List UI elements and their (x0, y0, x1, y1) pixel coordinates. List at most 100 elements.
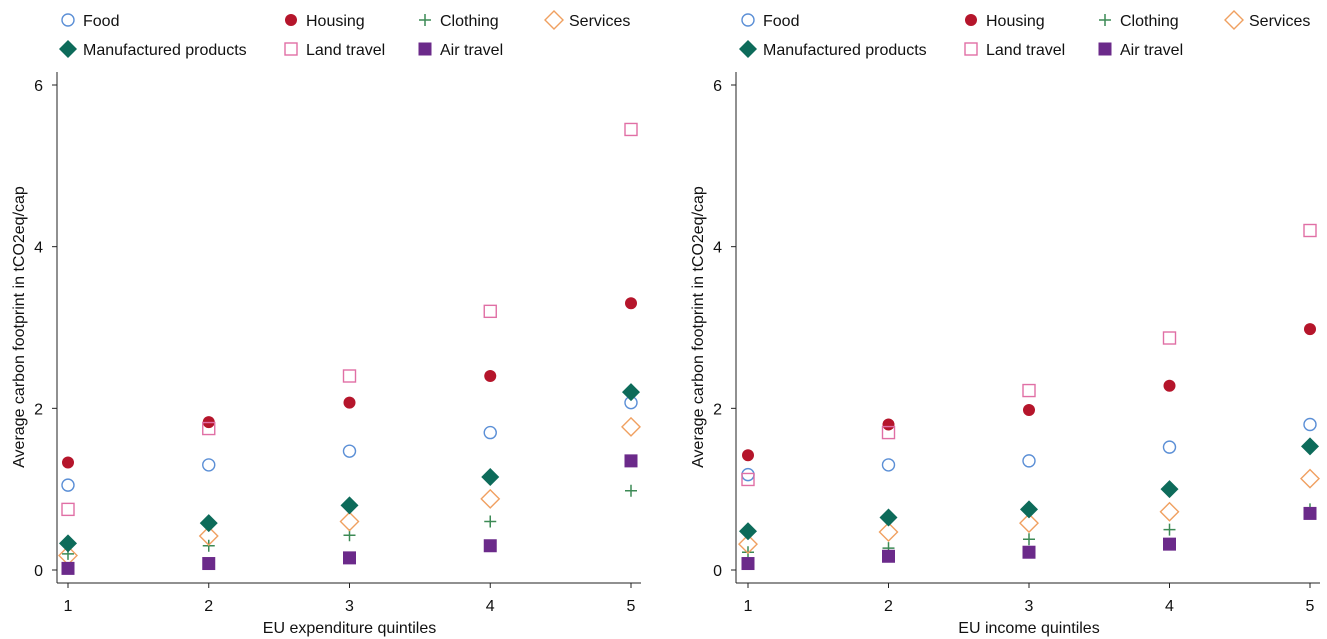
series-manufactured-products (739, 437, 1319, 541)
data-point-manufactured-products (1160, 480, 1179, 499)
data-point-air-travel (1022, 545, 1036, 559)
data-point-food (1303, 417, 1317, 432)
legend-entry-services: Services (544, 10, 630, 30)
data-point-air-travel (202, 557, 216, 571)
data-point-food (483, 425, 497, 440)
series-clothing (62, 484, 637, 560)
y-tick-label: 2 (713, 401, 722, 418)
legend-label-services: Services (1249, 13, 1310, 30)
legend-entry-land-travel: Land travel (964, 42, 1065, 59)
data-point-air-travel (61, 561, 75, 575)
legend-label-housing: Housing (306, 13, 365, 30)
legend-label-clothing: Clothing (1120, 13, 1179, 30)
data-point-manufactured-products (739, 522, 757, 541)
data-point-services (738, 534, 758, 555)
series-manufactured-products (59, 383, 640, 553)
x-axis-title: EU expenditure quintiles (263, 620, 436, 637)
data-point-land-travel (483, 304, 497, 319)
y-tick-label: 4 (713, 240, 722, 257)
legend-marker-food (741, 13, 755, 27)
x-tick-label: 4 (486, 598, 495, 615)
legend-marker-land-travel (964, 42, 978, 56)
data-point-air-travel (483, 539, 497, 553)
x-tick-label: 3 (1025, 598, 1034, 615)
data-point-land-travel (61, 502, 75, 517)
legend-entry-manufactured-products: Manufactured products (739, 40, 927, 59)
data-point-land-travel (1303, 223, 1317, 238)
y-tick-label: 6 (713, 78, 722, 95)
data-point-services (1300, 468, 1320, 489)
data-point-housing (62, 456, 74, 469)
legend-marker-manufactured-products (59, 40, 77, 58)
series-food (61, 395, 638, 492)
data-point-clothing (1023, 533, 1035, 546)
data-point-housing (1163, 379, 1176, 392)
series-housing (62, 297, 637, 469)
data-point-services (621, 416, 641, 437)
data-point-manufactured-products (622, 383, 640, 402)
data-point-air-travel (1303, 506, 1317, 520)
legend-marker-air-travel (418, 42, 432, 56)
data-point-housing (625, 297, 637, 310)
data-point-food (202, 458, 216, 472)
x-tick-label: 2 (204, 598, 213, 615)
legend-label-land-travel: Land travel (306, 42, 385, 59)
data-point-housing (882, 418, 895, 431)
y-tick-label: 0 (713, 563, 722, 580)
legend: Food Housing Clothing Services Manufactured … (739, 10, 1310, 59)
series-air-travel (741, 506, 1317, 571)
legend-entry-air-travel: Air travel (1098, 42, 1183, 59)
data-point-land-travel (202, 421, 216, 436)
legend-entry-food: Food (741, 13, 799, 30)
x-tick-label: 3 (345, 598, 354, 615)
series-land-travel (61, 122, 638, 517)
series-land-travel (741, 223, 1317, 487)
data-point-land-travel (881, 425, 896, 440)
x-tick-label: 1 (64, 598, 73, 615)
series-housing (742, 323, 1316, 462)
data-point-land-travel (624, 122, 638, 137)
data-point-services (1159, 501, 1180, 522)
series-food (741, 417, 1317, 482)
data-point-housing (1304, 323, 1316, 336)
series-air-travel (61, 454, 638, 575)
legend-marker-services (544, 10, 564, 30)
data-point-housing (484, 370, 497, 382)
data-point-clothing (484, 515, 497, 528)
x-tick-label: 4 (1165, 598, 1174, 615)
legend-entry-food: Food (61, 13, 119, 30)
data-point-housing (1023, 403, 1035, 416)
data-point-manufactured-products (1020, 500, 1038, 519)
legend-entry-air-travel: Air travel (418, 42, 503, 59)
data-point-services (198, 526, 219, 547)
legend-marker-manufactured-products (739, 40, 757, 58)
data-point-air-travel (624, 454, 638, 468)
legend-entry-services: Services (1224, 10, 1310, 30)
data-point-food (1162, 440, 1177, 454)
data-point-clothing (625, 484, 637, 497)
data-point-manufactured-products (199, 514, 218, 533)
legend-label-housing: Housing (986, 13, 1045, 30)
data-point-land-travel (1162, 331, 1177, 345)
legend-entry-land-travel: Land travel (284, 42, 385, 59)
legend-label-services: Services (569, 13, 630, 30)
legend-marker-land-travel (284, 42, 298, 56)
legend-label-land-travel: Land travel (986, 42, 1065, 59)
data-point-services (878, 522, 899, 542)
data-point-air-travel (882, 549, 895, 563)
data-point-food (61, 478, 75, 492)
legend-label-manufactured-products: Manufactured products (763, 42, 927, 59)
data-point-manufactured-products (340, 496, 359, 515)
legend-label-air-travel: Air travel (1120, 42, 1183, 59)
x-tick-label: 1 (744, 598, 753, 615)
legend: Food Housing Clothing Services Manufactured … (59, 10, 630, 59)
series-services (58, 416, 641, 566)
legend-label-air-travel: Air travel (440, 42, 503, 59)
legend-label-food: Food (763, 13, 799, 30)
data-point-air-travel (1163, 537, 1176, 551)
data-point-housing (343, 396, 356, 409)
data-point-services (1019, 513, 1039, 534)
data-point-housing (742, 449, 754, 462)
legend-marker-food (61, 13, 75, 27)
x-axis-title: EU income quintiles (958, 620, 1099, 637)
